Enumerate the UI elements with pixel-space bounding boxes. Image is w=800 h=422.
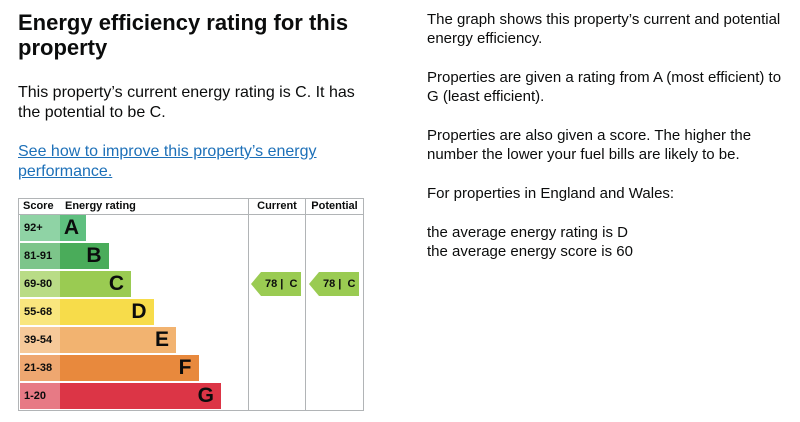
band-score-cell — [20, 383, 60, 409]
header-score: Score — [23, 200, 54, 212]
rating-band-a: 92+ A — [20, 215, 86, 241]
band-score-range: 69-80 — [24, 278, 53, 290]
current-rating-label: 78 | C — [265, 278, 298, 290]
potential-arrow-polygon — [309, 272, 359, 296]
band-score-cell — [20, 271, 60, 297]
band-letter: E — [154, 328, 169, 351]
left-column: Energy efficiency rating for this proper… — [18, 10, 378, 182]
band-score-range: 39-54 — [24, 334, 53, 346]
potential-rating-label: 78 | C — [323, 278, 356, 290]
rating-band-b: 81-91 B — [20, 243, 109, 269]
rating-band-e: 39-54 E — [20, 327, 176, 353]
band-score-range: 21-38 — [24, 362, 53, 374]
region-note: For properties in England and Wales: — [427, 185, 675, 202]
band-score-cell — [20, 327, 60, 353]
rating-band-d: 55-68 D — [20, 299, 154, 325]
band-score-range: 81-91 — [24, 250, 53, 262]
average-rating: the average energy rating is D — [427, 224, 628, 241]
header-divider — [19, 214, 363, 215]
band-score-range: 55-68 — [24, 306, 53, 318]
score-explanation: Properties are also given a score. The h… — [427, 127, 752, 163]
rating-band-g: 1-20 G — [20, 383, 221, 409]
column-divider-potential — [305, 199, 306, 410]
current-arrow-polygon — [251, 272, 301, 296]
potential-arrow-shape — [309, 272, 359, 296]
rating-band-f: 21-38 F — [20, 355, 199, 381]
band-score-range: 1-20 — [24, 390, 47, 402]
rating-explanation: Properties are given a rating from A (mo… — [427, 69, 782, 105]
band-score-cell — [20, 243, 60, 269]
improve-performance-link[interactable]: See how to improve this property’s energ… — [18, 143, 317, 180]
current-rating-arrow: 78 | C — [251, 272, 301, 296]
rating-summary: This property’s current energy rating is… — [18, 84, 355, 121]
header-current: Current — [257, 200, 297, 212]
energy-rating-chart: Score Energy rating Current Potential 92… — [18, 198, 364, 411]
page-title: Energy efficiency rating for this proper… — [18, 10, 349, 60]
band-score-range: 92+ — [24, 222, 43, 234]
band-letter: B — [86, 244, 102, 267]
band-letter: G — [197, 384, 214, 407]
band-letter: F — [178, 356, 192, 379]
right-column: The graph shows this property’s current … — [427, 10, 787, 261]
band-letter: D — [131, 300, 147, 323]
rating-band-c: 69-80 C — [20, 271, 131, 297]
band-letter: C — [108, 272, 124, 295]
potential-rating-arrow: 78 | C — [309, 272, 359, 296]
graph-explanation: The graph shows this property’s current … — [427, 11, 781, 47]
average-score: the average energy score is 60 — [427, 243, 633, 260]
band-score-cell — [20, 215, 60, 241]
band-score-cell — [20, 299, 60, 325]
column-divider-current — [248, 199, 249, 410]
current-arrow-shape — [251, 272, 301, 296]
header-energy-rating: Energy rating — [65, 200, 136, 212]
band-letter: A — [63, 216, 79, 239]
band-score-cell — [20, 355, 60, 381]
header-potential: Potential — [311, 200, 358, 212]
